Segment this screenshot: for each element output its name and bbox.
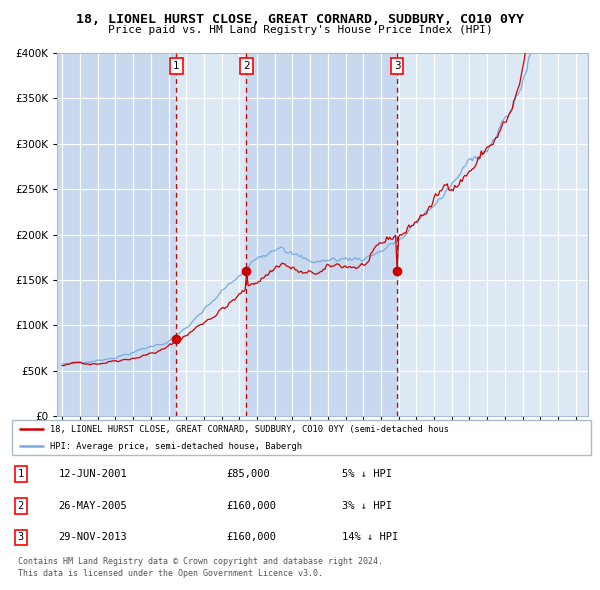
Text: 3: 3 — [394, 61, 400, 71]
Text: 1: 1 — [17, 469, 24, 478]
Text: 18, LIONEL HURST CLOSE, GREAT CORNARD, SUDBURY, CO10 0YY (semi-detached hous: 18, LIONEL HURST CLOSE, GREAT CORNARD, S… — [50, 425, 449, 434]
Bar — [247, 53, 397, 416]
Text: 3: 3 — [17, 533, 24, 542]
Bar — [176, 53, 247, 416]
Text: 2: 2 — [17, 501, 24, 510]
Text: 14% ↓ HPI: 14% ↓ HPI — [342, 533, 398, 542]
FancyBboxPatch shape — [12, 420, 591, 455]
Text: 12-JUN-2001: 12-JUN-2001 — [58, 469, 127, 478]
Bar — [57, 53, 176, 416]
Text: 3% ↓ HPI: 3% ↓ HPI — [342, 501, 392, 510]
Text: £160,000: £160,000 — [226, 533, 276, 542]
Text: Contains HM Land Registry data © Crown copyright and database right 2024.: Contains HM Land Registry data © Crown c… — [18, 557, 383, 566]
Text: 5% ↓ HPI: 5% ↓ HPI — [342, 469, 392, 478]
Text: 18, LIONEL HURST CLOSE, GREAT CORNARD, SUDBURY, CO10 0YY: 18, LIONEL HURST CLOSE, GREAT CORNARD, S… — [76, 13, 524, 26]
Text: 26-MAY-2005: 26-MAY-2005 — [58, 501, 127, 510]
Text: 1: 1 — [173, 61, 179, 71]
Text: Price paid vs. HM Land Registry's House Price Index (HPI): Price paid vs. HM Land Registry's House … — [107, 25, 493, 35]
Text: HPI: Average price, semi-detached house, Babergh: HPI: Average price, semi-detached house,… — [50, 442, 302, 451]
Bar — [397, 53, 588, 416]
Text: 2: 2 — [243, 61, 250, 71]
Text: 29-NOV-2013: 29-NOV-2013 — [58, 533, 127, 542]
Text: £85,000: £85,000 — [226, 469, 270, 478]
Text: £160,000: £160,000 — [226, 501, 276, 510]
Text: This data is licensed under the Open Government Licence v3.0.: This data is licensed under the Open Gov… — [18, 569, 323, 578]
